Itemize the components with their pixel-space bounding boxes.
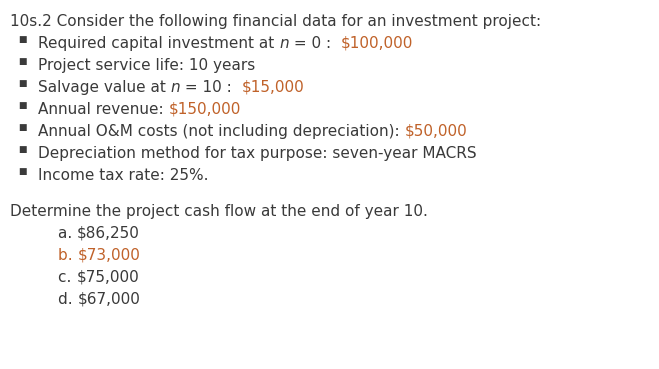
Text: 10s.2 Consider the following financial data for an investment project:: 10s.2 Consider the following financial d… bbox=[10, 14, 541, 29]
Text: a.: a. bbox=[58, 226, 77, 241]
Text: Annual revenue:: Annual revenue: bbox=[38, 102, 169, 117]
Text: ■: ■ bbox=[18, 101, 26, 110]
Text: ■: ■ bbox=[18, 35, 26, 44]
Text: n: n bbox=[171, 80, 181, 95]
Text: Project service life: 10 years: Project service life: 10 years bbox=[38, 58, 255, 73]
Text: Annual O&M costs (not including depreciation):: Annual O&M costs (not including deprecia… bbox=[38, 124, 405, 139]
Text: ■: ■ bbox=[18, 145, 26, 154]
Text: ■: ■ bbox=[18, 79, 26, 88]
Text: $67,000: $67,000 bbox=[78, 292, 140, 307]
Text: Required capital investment at: Required capital investment at bbox=[38, 36, 279, 51]
Text: ■: ■ bbox=[18, 123, 26, 132]
Text: = 10 :: = 10 : bbox=[181, 80, 242, 95]
Text: ■: ■ bbox=[18, 57, 26, 66]
Text: d.: d. bbox=[58, 292, 78, 307]
Text: Depreciation method for tax purpose: seven-year MACRS: Depreciation method for tax purpose: sev… bbox=[38, 146, 476, 161]
Text: n: n bbox=[279, 36, 289, 51]
Text: $100,000: $100,000 bbox=[341, 36, 413, 51]
Text: $86,250: $86,250 bbox=[77, 226, 140, 241]
Text: $75,000: $75,000 bbox=[76, 270, 139, 285]
Text: Salvage value at: Salvage value at bbox=[38, 80, 171, 95]
Text: Income tax rate: 25%.: Income tax rate: 25%. bbox=[38, 168, 208, 183]
Text: $15,000: $15,000 bbox=[242, 80, 304, 95]
Text: = 0 :: = 0 : bbox=[289, 36, 341, 51]
Text: c.: c. bbox=[58, 270, 76, 285]
Text: b.: b. bbox=[58, 248, 78, 263]
Text: $73,000: $73,000 bbox=[78, 248, 140, 263]
Text: ■: ■ bbox=[18, 167, 26, 176]
Text: $50,000: $50,000 bbox=[405, 124, 467, 139]
Text: $150,000: $150,000 bbox=[169, 102, 241, 117]
Text: Determine the project cash flow at the end of year 10.: Determine the project cash flow at the e… bbox=[10, 204, 428, 219]
